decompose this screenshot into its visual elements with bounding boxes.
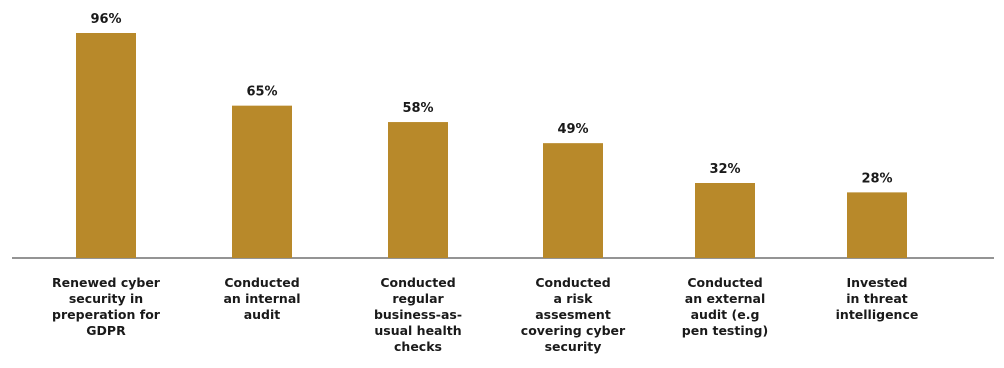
category-label-line: assesment [535,307,611,322]
bar [847,192,907,258]
bar-value-label: 28% [861,171,892,186]
category-label-line: an external [685,291,765,306]
bar [232,105,292,258]
category-label-line: Conducted [224,275,299,290]
value-labels-group: 96% 65% 58% 49% 32% 28% [90,12,892,186]
category-label-line: business-as- [374,307,462,322]
category-label: Conducted an external audit (e.g pen testin… [682,275,768,338]
category-label-line: audit [244,307,281,322]
category-label-line: Conducted [687,275,762,290]
category-label-line: regular [392,291,444,306]
category-label: Renewed cyber security in preperation for G… [52,275,161,338]
category-label-line: checks [394,339,442,354]
category-label: Conducted a risk assesment covering cyber se… [521,275,626,354]
bar [76,33,136,258]
category-label-line: audit (e.g [691,307,760,322]
category-label-line: in threat [846,291,907,306]
category-label-line: GDPR [86,323,126,338]
category-label-line: security [545,339,602,354]
category-label-line: Conducted [380,275,455,290]
category-label: Conducted an internal audit [223,275,300,322]
category-label-line: usual health [374,323,461,338]
bar-value-label: 65% [246,85,277,100]
category-label: Invested in threat intelligence [836,275,919,322]
bar [388,122,448,258]
category-labels-group: Renewed cyber security in preperation for G… [52,275,918,354]
category-label-line: pen testing) [682,323,768,338]
category-label-line: Conducted [535,275,610,290]
bar [695,183,755,258]
category-label-line: covering cyber [521,323,626,338]
category-label-line: Invested [846,275,907,290]
bar-value-label: 96% [90,12,121,27]
bar-value-label: 32% [709,162,740,177]
category-label-line: Renewed cyber [52,275,161,290]
category-label-line: intelligence [836,307,919,322]
category-label-line: a risk [554,291,594,306]
category-label-line: security in [69,291,143,306]
category-label: Conducted regular business-as-usual health… [374,275,462,354]
bar-value-label: 49% [557,122,588,137]
bars-group [76,33,907,258]
bar [543,143,603,258]
bar-value-label: 58% [402,101,433,116]
category-label-line: preperation for [52,307,161,322]
category-label-line: an internal [223,291,300,306]
